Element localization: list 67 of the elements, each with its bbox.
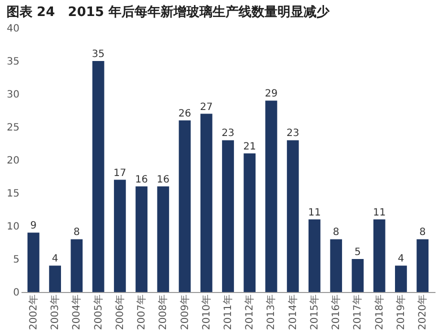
data-label: 11 bbox=[372, 207, 386, 218]
bar bbox=[308, 219, 320, 292]
data-label: 16 bbox=[156, 174, 170, 186]
x-tick-label: 2011年 bbox=[222, 294, 234, 330]
bar bbox=[352, 259, 364, 292]
x-tick-label: 2018年 bbox=[373, 294, 386, 330]
bar bbox=[136, 186, 148, 292]
x-tick-label: 2006年 bbox=[114, 294, 126, 330]
y-tick-label: 40 bbox=[6, 24, 20, 34]
bar bbox=[416, 239, 429, 292]
chart-title: 图表 24 2015 年后每年新增玻璃生产线数量明显减少 bbox=[6, 4, 331, 20]
x-tick-label: 2013年 bbox=[265, 294, 278, 330]
data-label: 23 bbox=[222, 128, 234, 140]
data-label: 17 bbox=[114, 168, 126, 179]
x-tick-label: 2010年 bbox=[200, 294, 212, 330]
x-tick-label: 2007年 bbox=[136, 294, 148, 330]
bar bbox=[373, 219, 386, 292]
bar bbox=[49, 266, 61, 292]
data-label: 8 bbox=[73, 227, 80, 238]
x-tick-label: 2005年 bbox=[92, 294, 104, 330]
y-tick-label: 10 bbox=[6, 222, 20, 232]
bar bbox=[92, 61, 104, 292]
data-label: 23 bbox=[286, 128, 300, 140]
bar bbox=[178, 120, 191, 292]
data-label: 4 bbox=[52, 254, 58, 265]
x-tick-label: 2020年 bbox=[416, 294, 429, 330]
data-label: 5 bbox=[354, 247, 361, 258]
bar bbox=[222, 140, 234, 292]
data-label: 9 bbox=[30, 220, 37, 232]
bar bbox=[27, 232, 40, 292]
y-tick-label: 30 bbox=[6, 90, 20, 100]
x-tick-label: 2014年 bbox=[286, 294, 299, 330]
x-tick-label: 2003年 bbox=[49, 294, 62, 330]
bar bbox=[157, 186, 170, 292]
bar bbox=[244, 153, 256, 292]
data-label: 4 bbox=[398, 254, 404, 265]
bar bbox=[114, 180, 126, 292]
data-label: 16 bbox=[135, 174, 148, 186]
bar bbox=[330, 239, 342, 292]
data-label: 29 bbox=[264, 88, 278, 100]
y-tick-label: 35 bbox=[6, 56, 20, 68]
bar bbox=[286, 140, 299, 292]
bar bbox=[200, 114, 212, 292]
bar bbox=[395, 266, 407, 292]
data-label: 21 bbox=[243, 141, 256, 152]
data-label: 35 bbox=[92, 49, 105, 60]
x-tick-label: 2016年 bbox=[330, 294, 342, 330]
x-tick-label: 2017年 bbox=[352, 294, 364, 330]
x-tick-label: 2002年 bbox=[27, 294, 40, 330]
y-tick-label: 15 bbox=[6, 188, 20, 200]
data-label: 26 bbox=[178, 108, 192, 120]
y-tick-label: 25 bbox=[6, 122, 20, 134]
data-label: 8 bbox=[419, 227, 426, 238]
data-label: 8 bbox=[332, 227, 340, 238]
x-tick-label: 2019年 bbox=[394, 294, 407, 330]
data-label: 27 bbox=[200, 102, 213, 113]
x-tick-label: 2004年 bbox=[70, 294, 83, 330]
y-tick-label: 5 bbox=[13, 254, 20, 266]
x-tick-label: 2009年 bbox=[178, 294, 191, 330]
x-tick-label: 2012年 bbox=[244, 294, 256, 330]
data-label: 11 bbox=[308, 207, 321, 218]
bar bbox=[70, 239, 83, 292]
bar bbox=[265, 100, 278, 292]
x-tick-label: 2008年 bbox=[157, 294, 170, 330]
y-tick-label: 20 bbox=[6, 156, 20, 166]
x-tick-label: 2015年 bbox=[308, 294, 320, 330]
y-tick-label: 0 bbox=[13, 288, 20, 298]
